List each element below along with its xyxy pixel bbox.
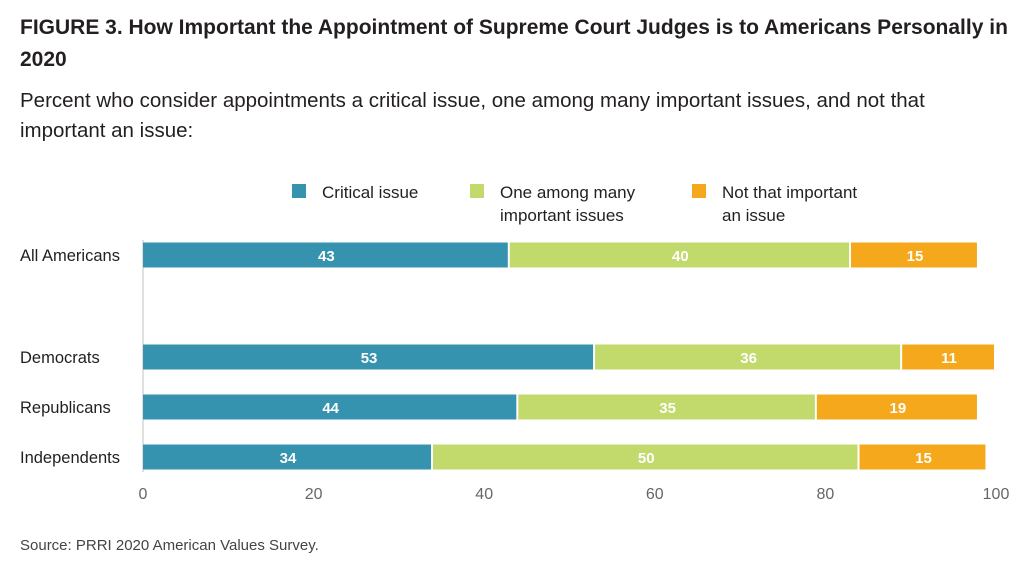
bar-segment [143, 242, 508, 268]
x-tick-label: 60 [646, 486, 664, 503]
x-tick-label: 80 [817, 486, 835, 503]
bar-segment [433, 444, 858, 470]
category-label: All Americans [20, 247, 120, 265]
legend-label-3: an issue [722, 206, 785, 225]
legend-label-2: One among many [500, 183, 636, 202]
bar-value-label: 44 [322, 400, 339, 417]
category-label: Republicans [20, 399, 111, 417]
legend-swatch-2 [470, 184, 484, 198]
bar-value-label: 15 [907, 248, 924, 265]
chart-subtitle: Percent who consider appointments a crit… [20, 89, 925, 142]
bar-segment [143, 444, 432, 470]
legend-label-2: important issues [500, 206, 624, 225]
bar-segment [509, 242, 849, 268]
source-note: Source: PRRI 2020 American Values Survey… [20, 537, 319, 554]
legend-label-1: Critical issue [322, 183, 418, 202]
bar-value-label: 50 [638, 450, 655, 467]
bar-segment [595, 344, 901, 370]
category-label: Independents [20, 449, 120, 467]
bar-segment [816, 394, 977, 420]
bar-segment [859, 444, 986, 470]
chart-title: FIGURE 3. How Important the Appointment … [20, 16, 1008, 71]
bar-segment [518, 394, 815, 420]
bar-value-label: 15 [915, 450, 932, 467]
bar-value-label: 36 [740, 350, 757, 367]
bar-value-label: 35 [659, 400, 676, 417]
legend-swatch-3 [692, 184, 706, 198]
x-tick-label: 0 [139, 486, 148, 503]
bar-value-label: 19 [890, 400, 907, 417]
bar-value-label: 40 [672, 248, 689, 265]
legend-swatch-1 [292, 184, 306, 198]
x-tick-label: 40 [475, 486, 493, 503]
bar-value-label: 11 [941, 350, 957, 367]
bar-segment [143, 394, 517, 420]
category-label: Democrats [20, 349, 100, 367]
bar-value-label: 34 [280, 450, 297, 467]
bar-value-label: 53 [361, 350, 378, 367]
legend-label-3: Not that important [722, 183, 857, 202]
x-tick-label: 20 [305, 486, 323, 503]
bar-segment [902, 344, 994, 370]
bar-value-label: 43 [318, 248, 335, 265]
x-tick-label: 100 [983, 486, 1010, 503]
bar-segment [143, 344, 594, 370]
bar-segment [850, 242, 977, 268]
